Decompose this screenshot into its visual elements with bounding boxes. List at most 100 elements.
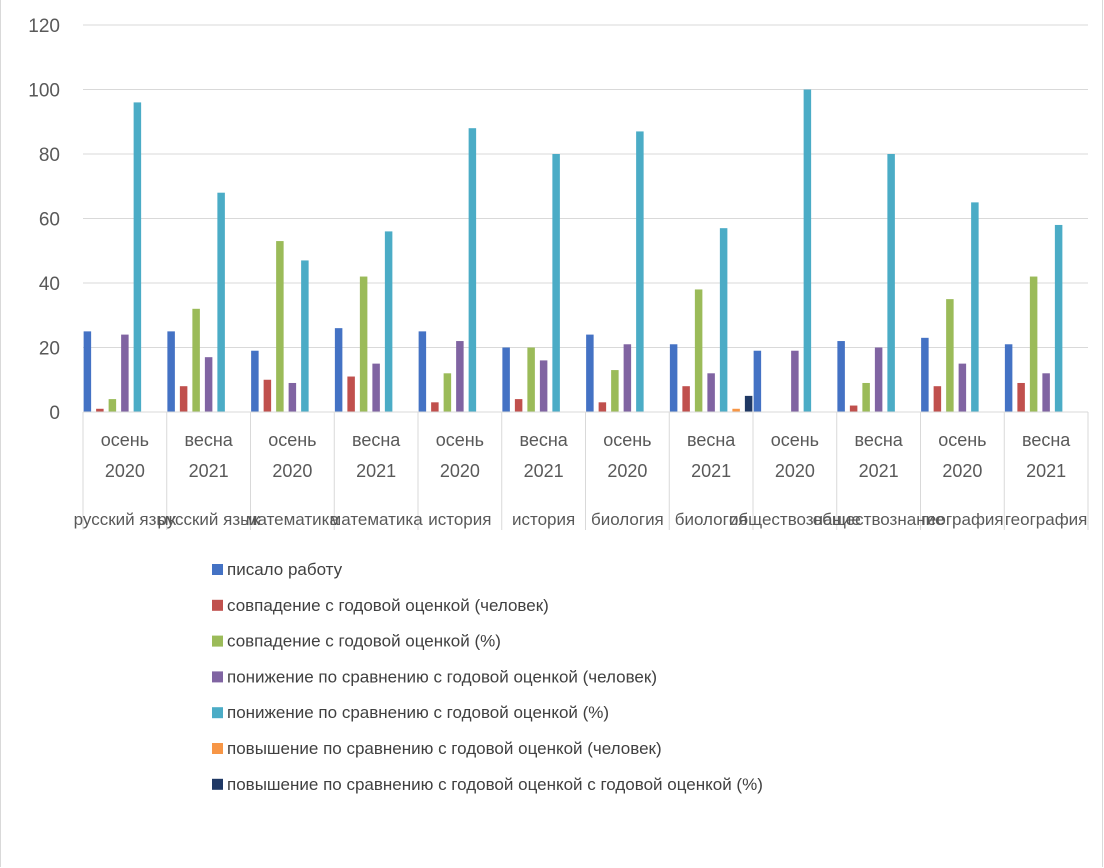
- group-label: математика: [246, 510, 340, 529]
- legend-label: понижение по сравнению с годовой оценкой…: [227, 703, 609, 722]
- legend-label: понижение по сравнению с годовой оценкой…: [227, 667, 657, 686]
- category-label-line2: 2021: [1026, 461, 1066, 481]
- bar: [527, 347, 535, 412]
- bar: [586, 334, 594, 412]
- group-label: русский язык: [157, 510, 260, 529]
- bar: [301, 260, 309, 412]
- bar: [862, 382, 870, 412]
- bar: [1004, 344, 1013, 412]
- bar: [1017, 382, 1025, 412]
- y-tick-label: 100: [28, 81, 60, 102]
- bar: [263, 379, 272, 412]
- legend-swatch: [212, 671, 223, 683]
- category-label-line2: 2020: [440, 461, 480, 481]
- group-label: география: [1005, 510, 1088, 529]
- bar: [803, 89, 812, 412]
- bar: [1054, 224, 1063, 412]
- bar: [887, 154, 895, 412]
- bar: [359, 276, 368, 412]
- bar: [669, 344, 678, 412]
- category-label-line1: осень: [603, 430, 651, 450]
- group-label: русский язык: [74, 510, 177, 529]
- group-label: обществознание: [729, 510, 861, 529]
- bar: [288, 382, 297, 412]
- legend-swatch: [212, 743, 223, 754]
- bar: [874, 347, 883, 412]
- bar: [611, 370, 619, 412]
- legend-swatch: [212, 599, 223, 611]
- bar: [732, 408, 740, 412]
- bar: [418, 331, 427, 412]
- bar: [971, 202, 979, 412]
- legend-label: совпадение с годовой оценкой (человек): [227, 596, 549, 615]
- bar: [251, 350, 259, 412]
- bar: [179, 386, 188, 412]
- group-label: биология: [591, 510, 664, 529]
- group-label: история: [428, 510, 491, 529]
- category-label-line1: осень: [771, 430, 819, 450]
- bar: [192, 308, 200, 412]
- group-label: биология: [675, 510, 748, 529]
- category-label-line2: 2021: [356, 461, 396, 481]
- category-label-line2: 2020: [775, 461, 815, 481]
- bar: [1042, 373, 1050, 412]
- legend-label: писало работу: [227, 560, 343, 579]
- bar: [539, 360, 548, 412]
- category-label-line1: осень: [268, 430, 316, 450]
- bar: [83, 331, 92, 412]
- legend-label: повышение по сравнению с годовой оценкой…: [227, 775, 763, 794]
- group-label: история: [512, 510, 575, 529]
- bar: [121, 334, 129, 412]
- category-label-line1: осень: [101, 430, 149, 450]
- y-tick-label: 40: [39, 274, 60, 295]
- y-tick-label: 60: [39, 210, 60, 231]
- group-label: география: [921, 510, 1004, 529]
- bar: [946, 299, 954, 412]
- category-label-line1: весна: [519, 430, 568, 450]
- category-label-line1: весна: [1022, 430, 1071, 450]
- bar: [933, 386, 942, 412]
- bar: [167, 331, 175, 412]
- legend-swatch: [212, 778, 223, 790]
- bar: [598, 402, 607, 412]
- bar: [636, 131, 644, 413]
- category-label-line1: весна: [687, 430, 736, 450]
- y-tick-label: 20: [39, 339, 60, 360]
- bar: [108, 399, 117, 412]
- bar: [347, 376, 355, 412]
- y-tick-label: 0: [49, 403, 60, 424]
- bar: [719, 228, 728, 412]
- bar: [384, 231, 393, 412]
- category-label-line1: весна: [352, 430, 401, 450]
- bar: [753, 350, 762, 412]
- bar: [204, 357, 213, 412]
- legend-swatch: [212, 635, 223, 647]
- category-label-line1: осень: [436, 430, 484, 450]
- bar: [96, 408, 104, 412]
- legend-label: повышение по сравнению с годовой оценкой…: [227, 739, 662, 758]
- bar: [837, 341, 845, 412]
- category-label-line1: весна: [184, 430, 233, 450]
- group-label: обществознание: [813, 510, 945, 529]
- category-label-line1: весна: [854, 430, 903, 450]
- y-tick-label: 120: [28, 16, 60, 37]
- category-label-line2: 2020: [942, 461, 982, 481]
- group-label: математика: [330, 510, 424, 529]
- bar: [372, 363, 380, 412]
- bar: [502, 347, 510, 412]
- bar: [334, 328, 343, 412]
- bar: [791, 350, 799, 412]
- category-label-line1: осень: [938, 430, 986, 450]
- bar: [217, 192, 225, 412]
- legend-label: совпадение с годовой оценкой (%): [227, 632, 501, 651]
- bar: [958, 363, 967, 412]
- bar: [623, 344, 632, 412]
- category-label-line2: 2021: [189, 461, 229, 481]
- category-label-line2: 2020: [272, 461, 312, 481]
- bar: [849, 405, 858, 412]
- bar: [1029, 276, 1038, 412]
- bar: [514, 399, 523, 412]
- category-label-line2: 2021: [859, 461, 899, 481]
